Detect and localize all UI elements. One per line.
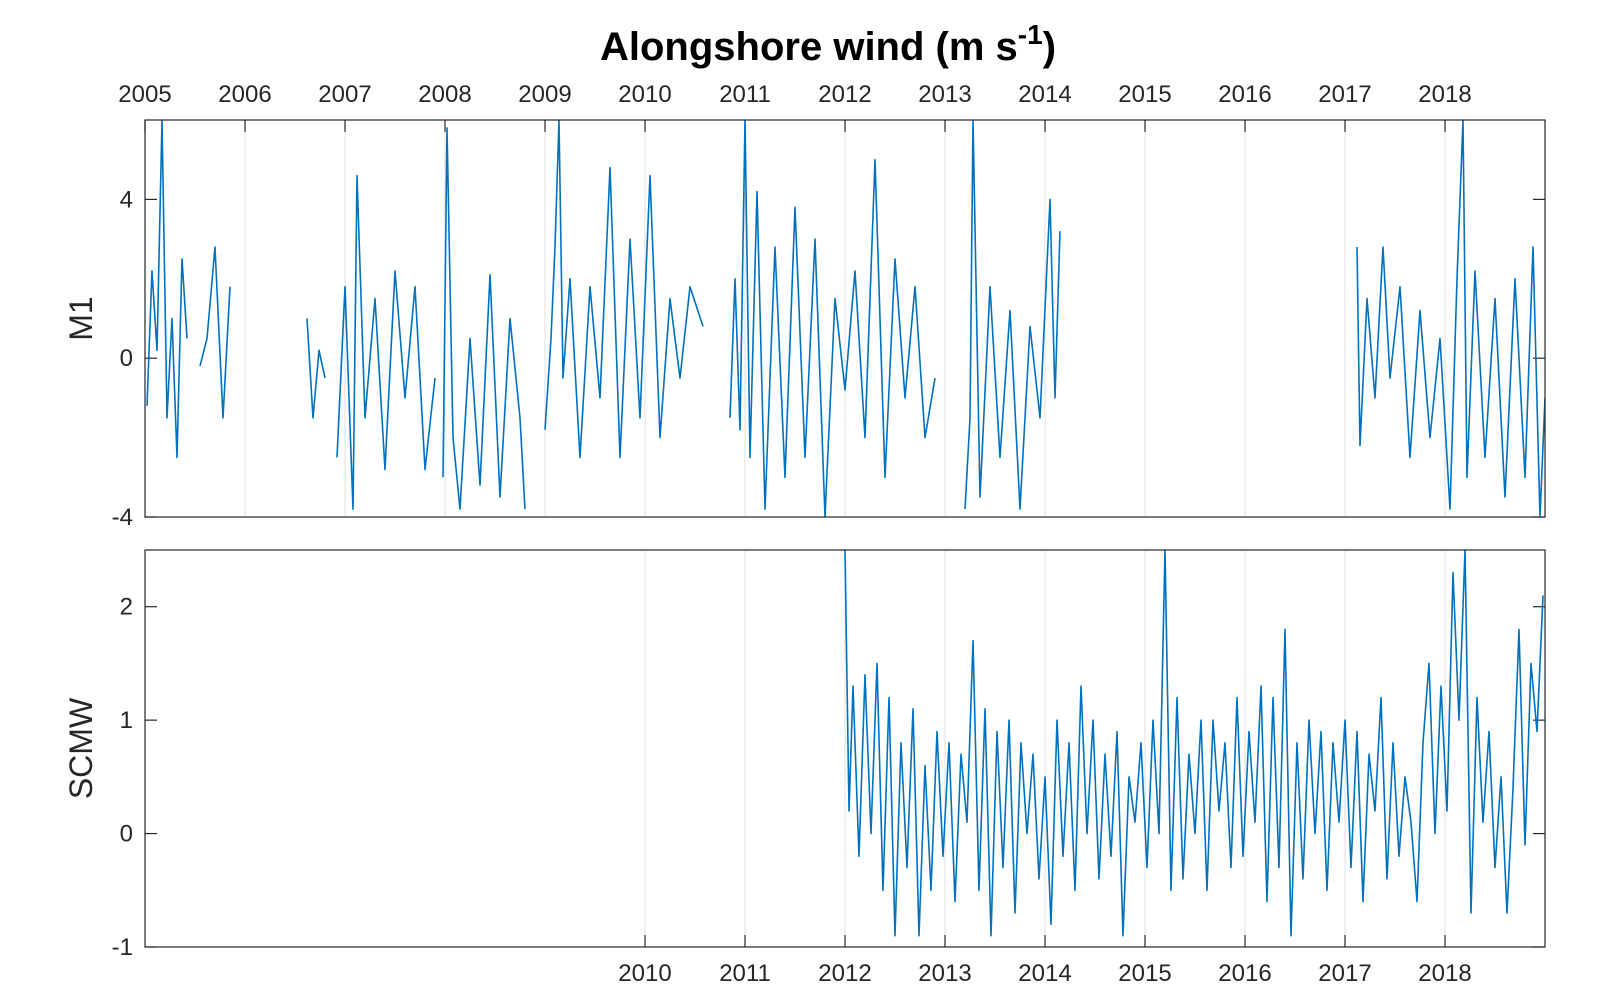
m1-series-segment (442, 127, 526, 510)
scmw-series-segment (844, 550, 1544, 937)
m1-x-tick-label: 2017 (1318, 81, 1371, 108)
m1-series-segment (306, 318, 326, 419)
scmw-y-tick-label: 0 (120, 821, 133, 848)
m1-y-axis-label: M1 (63, 296, 99, 340)
scmw-x-tick-label: 2018 (1418, 960, 1471, 987)
m1-series-segment (199, 246, 231, 419)
m1-x-tick-label: 2008 (418, 81, 471, 108)
m1-series-segment (544, 120, 704, 459)
m1-panel: 2005 2006 2007 2008 2009 2010 2011 2012 2013 2014… (63, 81, 1546, 531)
scmw-panel: 2010 2011 2012 2013 2014 2015 2016 2017 2018 -1 0 1… (63, 549, 1546, 987)
m1-x-tick-label: 2018 (1418, 81, 1471, 108)
scmw-y-tick-label: 1 (120, 707, 133, 734)
m1-series-segment (146, 120, 188, 459)
m1-x-tick-label: 2005 (118, 81, 171, 108)
scmw-y-tick-label: -1 (112, 934, 133, 961)
m1-y-tick-label: 4 (120, 186, 133, 213)
m1-x-tick-label: 2009 (518, 81, 571, 108)
m1-y-tick-label: 0 (120, 345, 133, 372)
m1-x-tick-label: 2010 (618, 81, 671, 108)
scmw-x-tick-label: 2014 (1018, 960, 1071, 987)
m1-x-tick-label: 2007 (318, 81, 371, 108)
m1-x-tick-label: 2013 (918, 81, 971, 108)
m1-x-tick-label: 2014 (1018, 81, 1071, 108)
m1-series-segment (964, 120, 1061, 510)
m1-x-tick-label: 2011 (719, 81, 771, 108)
m1-series-segment (336, 174, 436, 510)
scmw-y-axis-label: SCMW (63, 697, 99, 799)
scmw-x-tick-label: 2016 (1218, 960, 1271, 987)
scmw-x-tick-label: 2013 (918, 960, 971, 987)
m1-x-tick-label: 2006 (218, 81, 271, 108)
m1-y-tick-label: -4 (112, 504, 133, 531)
figure-title: Alongshore wind (m s-1) (600, 19, 1056, 69)
m1-series-segment (1356, 120, 1545, 517)
scmw-x-tick-label: 2015 (1118, 960, 1171, 987)
scmw-y-tick-label: 2 (120, 594, 133, 621)
m1-x-tick-label: 2012 (818, 81, 871, 108)
scmw-x-tick-label: 2017 (1318, 960, 1371, 987)
scmw-x-tick-label: 2012 (818, 960, 871, 987)
scmw-plot-frame (144, 549, 1546, 948)
scmw-x-tick-label: 2010 (618, 960, 671, 987)
m1-x-tick-label: 2015 (1118, 81, 1171, 108)
m1-plot-frame (144, 119, 1546, 518)
m1-series-segment (729, 120, 936, 517)
m1-x-tick-label: 2016 (1218, 81, 1271, 108)
scmw-x-tick-label: 2011 (719, 960, 771, 987)
